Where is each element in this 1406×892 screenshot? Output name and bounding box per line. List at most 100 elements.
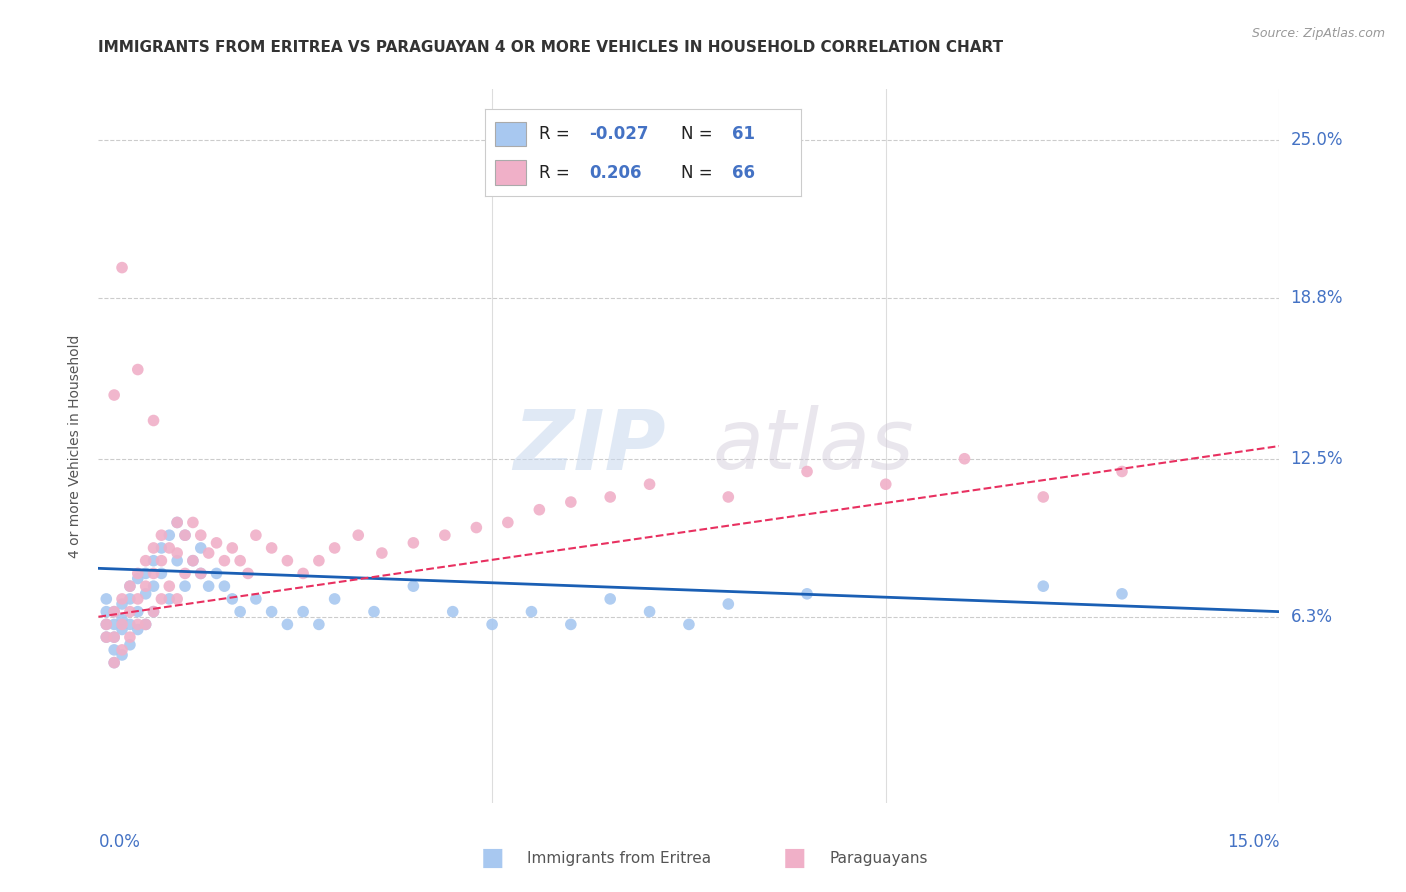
Point <box>111 612 134 626</box>
Point <box>111 597 134 611</box>
Point <box>103 605 125 619</box>
Point <box>205 536 228 550</box>
Point <box>103 388 125 402</box>
Point <box>166 516 188 530</box>
Point <box>214 579 236 593</box>
Point <box>481 617 503 632</box>
Point <box>111 591 134 606</box>
Point <box>276 617 298 632</box>
Text: N =: N = <box>681 163 718 182</box>
Point <box>190 528 212 542</box>
Point <box>174 528 197 542</box>
Text: 61: 61 <box>731 125 755 144</box>
Point <box>103 630 125 644</box>
Point <box>111 648 134 662</box>
Point <box>371 546 394 560</box>
Point <box>1111 587 1133 601</box>
Point <box>135 554 157 568</box>
Point <box>127 605 149 619</box>
Point <box>678 617 700 632</box>
Point <box>103 605 125 619</box>
Point <box>96 617 118 632</box>
Point <box>103 656 125 670</box>
Point <box>142 579 165 593</box>
Point <box>292 566 315 581</box>
Point <box>142 605 165 619</box>
Point <box>245 591 267 606</box>
Point <box>717 597 740 611</box>
Point <box>560 495 582 509</box>
Point <box>135 579 157 593</box>
Point <box>96 630 118 644</box>
Point <box>174 528 197 542</box>
Point <box>166 516 188 530</box>
Text: R =: R = <box>538 125 575 144</box>
Text: 15.0%: 15.0% <box>1227 833 1279 851</box>
Point <box>103 630 125 644</box>
Point <box>127 566 149 581</box>
Text: 0.206: 0.206 <box>589 163 643 182</box>
Point <box>103 643 125 657</box>
Point <box>142 605 165 619</box>
Point <box>166 554 188 568</box>
Point <box>118 591 141 606</box>
Point <box>127 362 149 376</box>
Y-axis label: 4 or more Vehicles in Household: 4 or more Vehicles in Household <box>69 334 83 558</box>
Point <box>190 566 212 581</box>
Point <box>221 541 243 555</box>
Point <box>103 617 125 632</box>
Point <box>96 591 118 606</box>
Point <box>796 587 818 601</box>
Point <box>157 579 180 593</box>
Point <box>1032 490 1054 504</box>
Point <box>465 520 488 534</box>
Point <box>118 638 141 652</box>
Text: ZIP: ZIP <box>513 406 665 486</box>
Point <box>599 490 621 504</box>
Point <box>953 451 976 466</box>
Point <box>157 591 180 606</box>
Text: ■: ■ <box>783 847 806 870</box>
Text: 66: 66 <box>731 163 755 182</box>
Point <box>96 630 118 644</box>
Point <box>796 465 818 479</box>
Point <box>308 617 330 632</box>
Point <box>323 591 346 606</box>
Point <box>520 605 543 619</box>
Text: 0.0%: 0.0% <box>98 833 141 851</box>
Point <box>111 260 134 275</box>
Point <box>441 605 464 619</box>
Text: 12.5%: 12.5% <box>1291 450 1343 467</box>
Point <box>236 566 259 581</box>
Point <box>118 579 141 593</box>
Text: 6.3%: 6.3% <box>1291 607 1333 626</box>
Text: 25.0%: 25.0% <box>1291 131 1343 149</box>
Point <box>308 554 330 568</box>
Point <box>142 566 165 581</box>
Text: N =: N = <box>681 125 718 144</box>
Point <box>118 579 141 593</box>
Text: R =: R = <box>538 163 575 182</box>
Text: 18.8%: 18.8% <box>1291 289 1343 307</box>
Point <box>638 477 661 491</box>
Point <box>229 605 252 619</box>
Point <box>127 623 149 637</box>
Point <box>292 605 315 619</box>
FancyBboxPatch shape <box>495 122 526 146</box>
Point <box>127 617 149 632</box>
Point <box>347 528 370 542</box>
Point <box>111 643 134 657</box>
Point <box>142 413 165 427</box>
Point <box>127 591 149 606</box>
Point <box>103 656 125 670</box>
Point <box>214 554 236 568</box>
Point <box>111 617 134 632</box>
Point <box>118 605 141 619</box>
Point <box>150 554 173 568</box>
Point <box>96 605 118 619</box>
Point <box>166 591 188 606</box>
Point <box>150 528 173 542</box>
Point <box>402 536 425 550</box>
Point <box>181 554 204 568</box>
Point <box>190 566 212 581</box>
